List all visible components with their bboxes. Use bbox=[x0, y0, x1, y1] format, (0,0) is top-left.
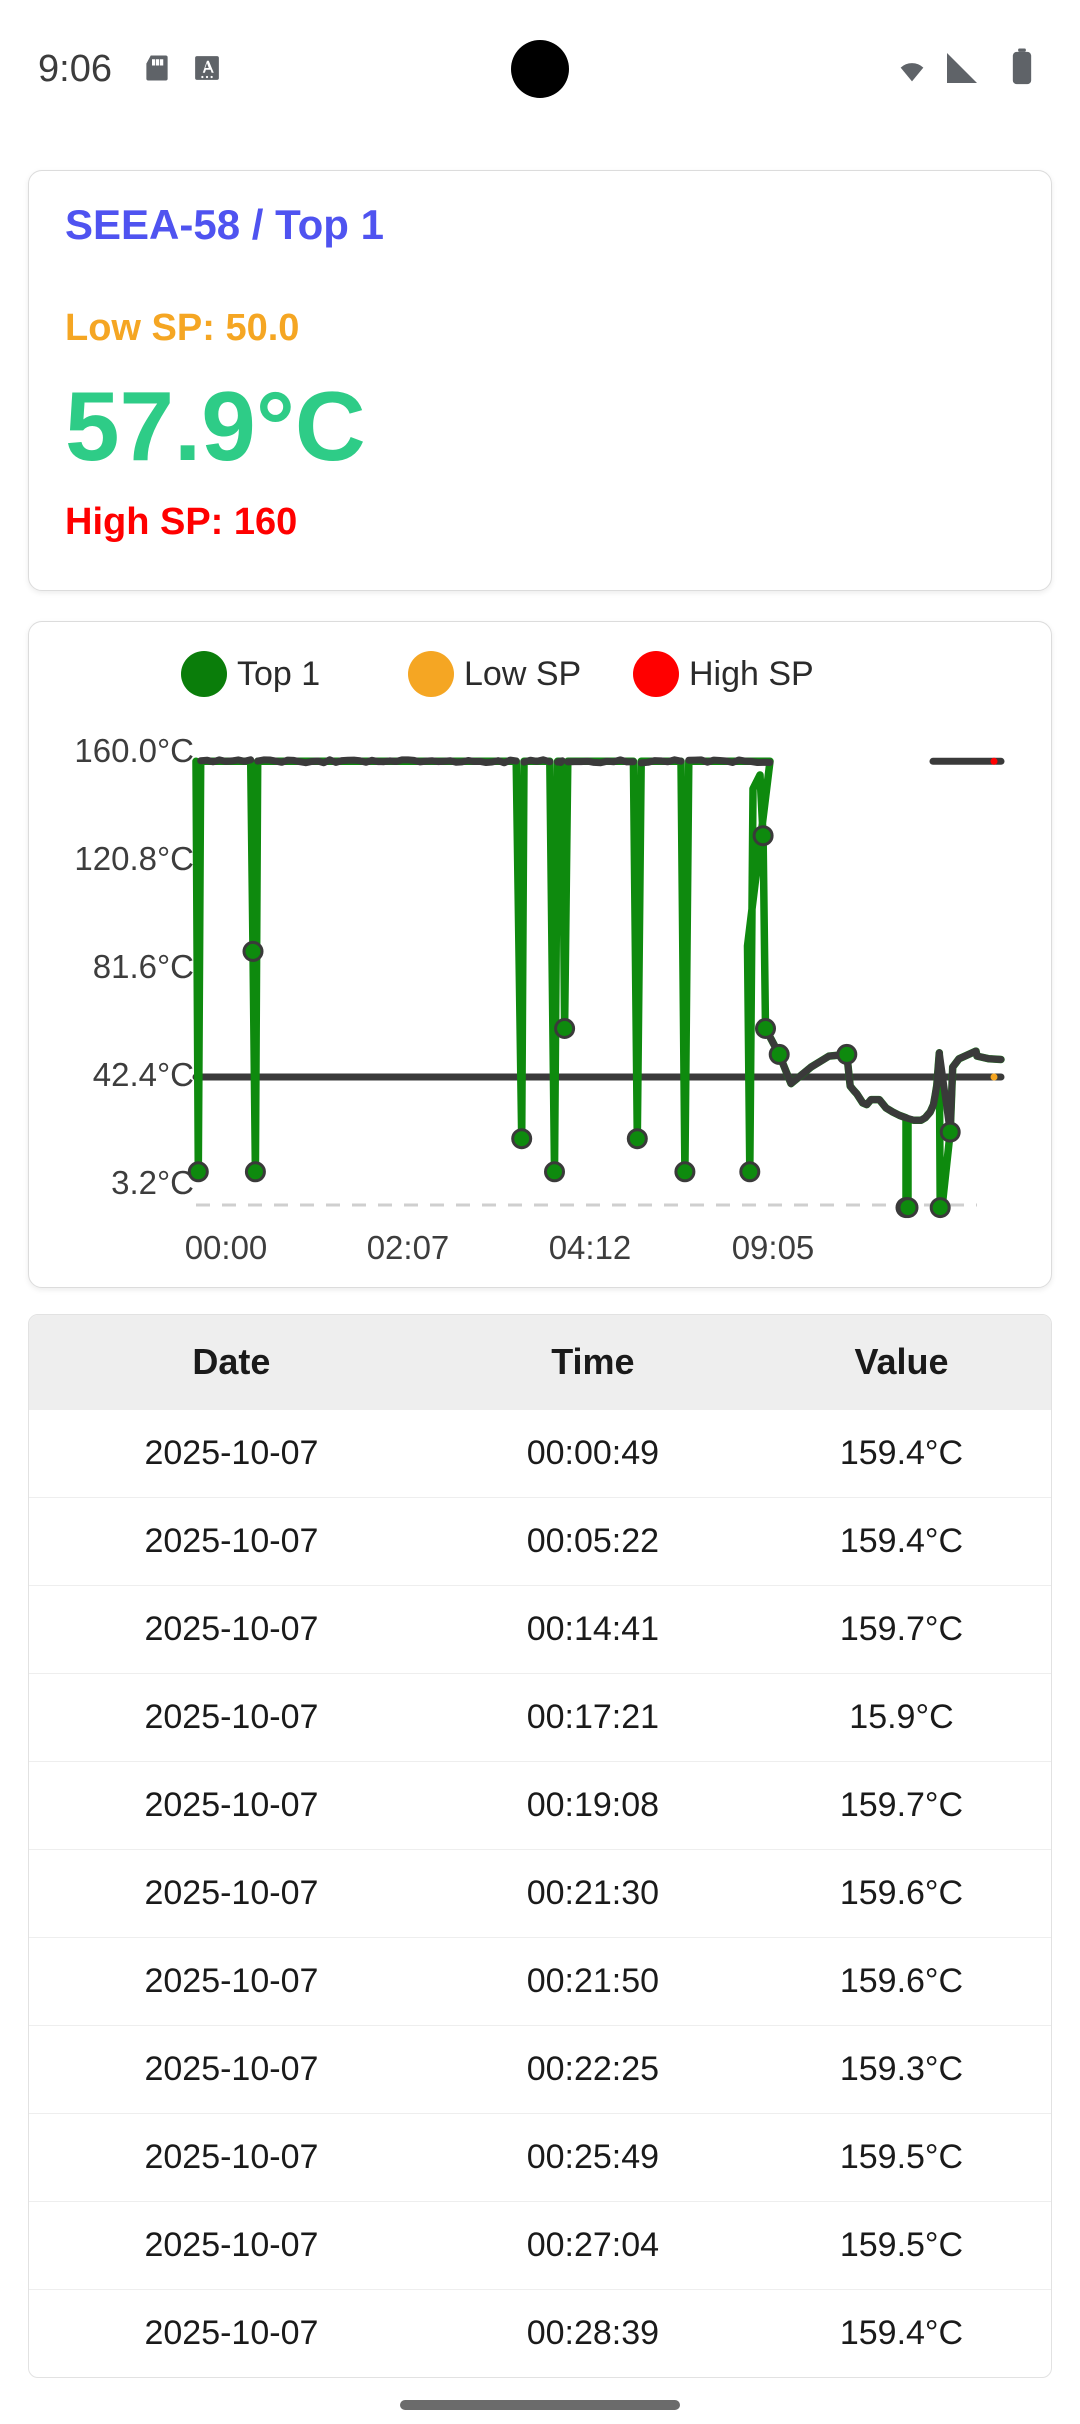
svg-text:81.6°C: 81.6°C bbox=[93, 948, 194, 985]
svg-text:Low SP: Low SP bbox=[464, 655, 581, 693]
svg-text:160.0°C: 160.0°C bbox=[74, 732, 194, 769]
svg-text:High SP: High SP bbox=[689, 655, 814, 693]
svg-text:00:00: 00:00 bbox=[185, 1229, 268, 1266]
svg-text:120.8°C: 120.8°C bbox=[74, 840, 194, 877]
svg-text:Top 1: Top 1 bbox=[237, 655, 320, 693]
svg-text:42.4°C: 42.4°C bbox=[93, 1056, 194, 1093]
svg-text:3.2°C: 3.2°C bbox=[111, 1164, 194, 1201]
svg-text:04:12: 04:12 bbox=[549, 1229, 632, 1266]
svg-text:09:05: 09:05 bbox=[732, 1229, 815, 1266]
svg-text:02:07: 02:07 bbox=[367, 1229, 450, 1266]
